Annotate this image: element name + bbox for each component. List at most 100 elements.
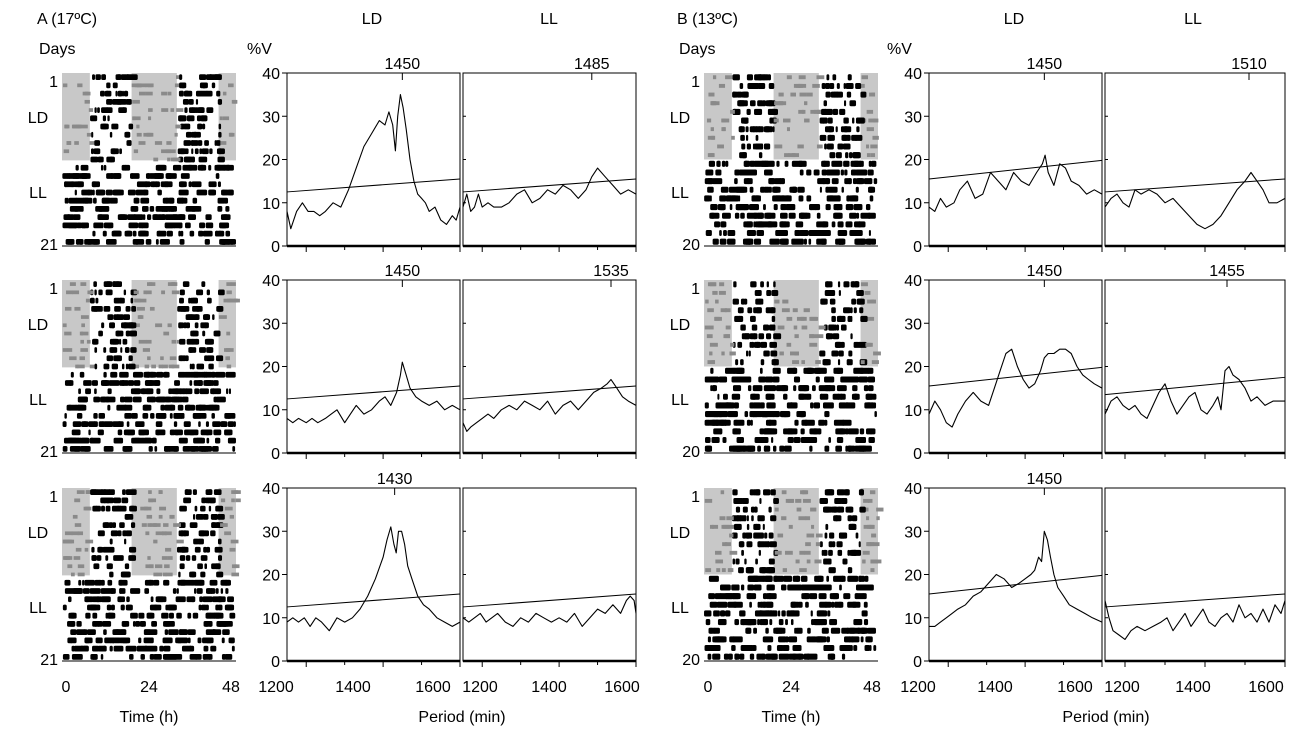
activity-mark — [725, 367, 736, 374]
activity-mark — [227, 421, 234, 428]
activity-mark — [103, 363, 110, 370]
y-tick-label: 40 — [904, 481, 922, 498]
activity-mark-gray — [136, 83, 142, 88]
activity-mark-gray — [804, 118, 810, 123]
activity-mark — [90, 115, 98, 122]
activity-mark — [788, 212, 796, 219]
activity-mark-gray — [145, 564, 154, 569]
activity-mark — [209, 74, 216, 81]
activity-mark — [746, 619, 755, 626]
activity-mark — [773, 445, 777, 452]
activity-mark — [825, 281, 830, 288]
y-tick-label: 20 — [904, 360, 922, 377]
significance-threshold-line — [462, 178, 637, 193]
activity-mark-gray — [64, 531, 73, 536]
plot-frame — [462, 72, 637, 247]
activity-mark — [761, 653, 765, 660]
activity-mark — [837, 359, 841, 366]
activity-mark-gray — [230, 282, 236, 286]
day-label-last: 21 — [40, 652, 58, 669]
activity-mark-gray — [138, 339, 147, 344]
activity-mark — [764, 160, 775, 167]
activity-mark-gray — [140, 83, 147, 88]
activity-mark — [768, 506, 772, 513]
activity-mark — [232, 445, 236, 452]
activity-mark — [190, 445, 196, 452]
activity-mark-gray — [172, 157, 179, 162]
activity-mark — [830, 627, 841, 634]
activity-mark — [857, 152, 861, 159]
activity-mark — [821, 82, 826, 90]
activity-mark — [704, 610, 712, 617]
activity-mark-gray — [70, 572, 75, 577]
activity-mark — [203, 314, 210, 320]
activity-mark — [164, 629, 169, 636]
activity-mark — [191, 338, 200, 345]
activity-mark — [95, 74, 101, 81]
activity-mark — [153, 604, 158, 611]
activity-mark — [133, 380, 141, 386]
activity-mark — [757, 74, 761, 81]
activity-mark — [210, 530, 216, 537]
activity-mark — [233, 421, 236, 428]
phase-label-ld: LD — [670, 317, 690, 334]
activity-mark — [204, 563, 208, 570]
activity-mark — [193, 538, 199, 545]
activity-mark — [121, 497, 129, 504]
activity-mark — [221, 238, 231, 245]
activity-mark — [818, 593, 827, 600]
activity-mark-gray — [63, 556, 68, 560]
activity-mark — [749, 186, 754, 193]
activity-mark — [175, 596, 186, 603]
activity-mark — [215, 355, 224, 362]
activity-mark — [166, 173, 177, 179]
activity-mark — [850, 315, 853, 322]
activity-mark — [217, 206, 223, 212]
y-tick-label: 40 — [262, 273, 280, 290]
activity-mark-gray — [714, 316, 722, 321]
activity-mark-gray — [62, 323, 67, 328]
activity-mark — [70, 629, 77, 636]
activity-mark — [106, 563, 113, 570]
activity-mark — [741, 143, 746, 150]
activity-mark — [191, 555, 197, 561]
activity-mark — [189, 164, 198, 171]
activity-mark-gray — [707, 282, 716, 287]
activity-mark — [176, 588, 179, 594]
activity-mark — [215, 173, 220, 179]
activity-mark — [745, 627, 752, 634]
activity-mark — [705, 619, 711, 626]
activity-mark-gray — [80, 331, 89, 336]
activity-mark — [841, 186, 844, 193]
activity-mark — [733, 281, 736, 288]
phase-label-ll: LL — [671, 185, 689, 202]
activity-mark — [761, 143, 764, 150]
activity-mark — [855, 178, 863, 185]
activity-mark — [750, 393, 760, 400]
activity-mark-gray — [139, 315, 144, 319]
activity-mark — [845, 82, 854, 90]
activity-mark — [74, 181, 83, 188]
activity-mark — [184, 404, 191, 411]
activity-mark-gray — [146, 282, 153, 286]
panel-b-ll-period-tick-1200: 1200 — [1104, 679, 1140, 696]
activity-mark — [187, 115, 195, 122]
activity-mark — [75, 238, 80, 245]
activity-mark — [122, 530, 127, 537]
activity-mark — [214, 140, 218, 146]
activity-mark — [831, 315, 836, 322]
activity-mark — [822, 229, 831, 237]
activity-mark — [769, 108, 777, 115]
activity-mark — [122, 338, 128, 345]
activity-mark — [117, 421, 124, 428]
y-tick-label: 30 — [262, 524, 280, 541]
activity-mark — [208, 164, 212, 171]
activity-mark — [753, 627, 757, 634]
activity-mark — [217, 538, 222, 545]
activity-mark — [828, 567, 836, 574]
activity-mark — [737, 307, 742, 314]
activity-mark — [173, 429, 183, 436]
peak-period-label: 1485 — [574, 56, 610, 73]
activity-mark — [135, 189, 144, 196]
activity-mark-gray — [861, 75, 868, 80]
